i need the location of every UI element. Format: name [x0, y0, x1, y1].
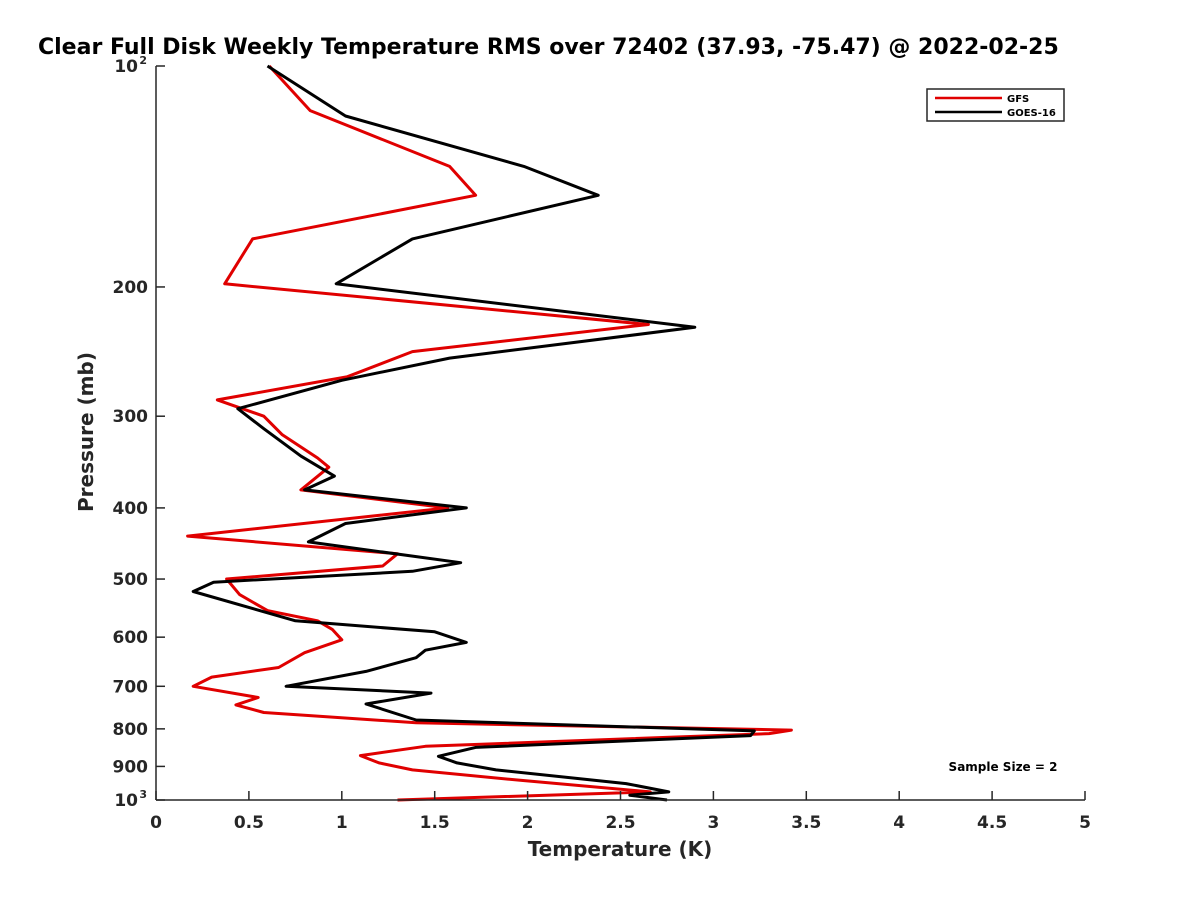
y-tick-label: 800	[113, 720, 149, 740]
series-layer	[186, 64, 793, 802]
x-tick-label: 4.5	[977, 813, 1007, 833]
legend-box	[926, 88, 1065, 122]
y-tick-label: 10	[114, 791, 138, 811]
x-tick-label: 0	[150, 813, 162, 833]
x-tick-label: 3	[707, 813, 719, 833]
y-tick-label: 500	[113, 570, 149, 590]
x-tick-label: 0.5	[234, 813, 264, 833]
chart-title: Clear Full Disk Weekly Temperature RMS o…	[38, 35, 1059, 60]
y-tick-label: 900	[113, 757, 149, 777]
y-tick-label: 300	[113, 407, 149, 427]
y-tick-label: 700	[113, 677, 149, 697]
x-tick-label: 2.5	[605, 813, 635, 833]
y-axis-label: Pressure (mb)	[74, 352, 98, 512]
x-axis-label: Temperature (K)	[528, 837, 713, 861]
x-tick-label: 5	[1079, 813, 1091, 833]
x-tick-label: 1.5	[420, 813, 450, 833]
y-tick-label: 200	[113, 278, 149, 298]
series-line-1	[191, 64, 756, 802]
y-tick-label: 10	[114, 57, 138, 77]
y-tick-label: 600	[113, 628, 149, 648]
x-tick-label: 1	[336, 813, 348, 833]
y-tick-exponent: 2	[139, 54, 147, 67]
y-tick-exponent: 3	[139, 788, 147, 801]
legend: GFS GOES-16	[926, 88, 1065, 122]
x-tick-label: 3.5	[791, 813, 821, 833]
x-tick-label: 4	[893, 813, 905, 833]
sample-size-annotation: Sample Size = 2	[949, 760, 1058, 774]
legend-label-0: GFS	[1007, 94, 1029, 105]
y-tick-label: 400	[113, 499, 149, 519]
legend-label-1: GOES-16	[1007, 108, 1056, 119]
series-line-0	[186, 64, 793, 802]
x-tick-label: 2	[522, 813, 534, 833]
axes: 0 0.5 1 1.5 2 2.5 3 3.5 4 4.5 510 22003004005006007…	[113, 54, 1091, 833]
